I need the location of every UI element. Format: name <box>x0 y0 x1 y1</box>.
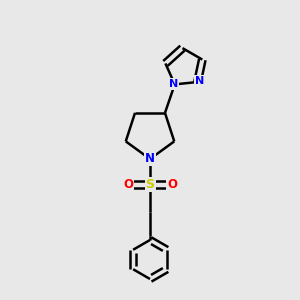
Text: O: O <box>123 178 133 191</box>
Text: N: N <box>145 152 155 166</box>
Text: S: S <box>146 178 154 191</box>
Text: O: O <box>167 178 177 191</box>
Text: N: N <box>169 80 178 89</box>
Text: N: N <box>195 76 205 86</box>
